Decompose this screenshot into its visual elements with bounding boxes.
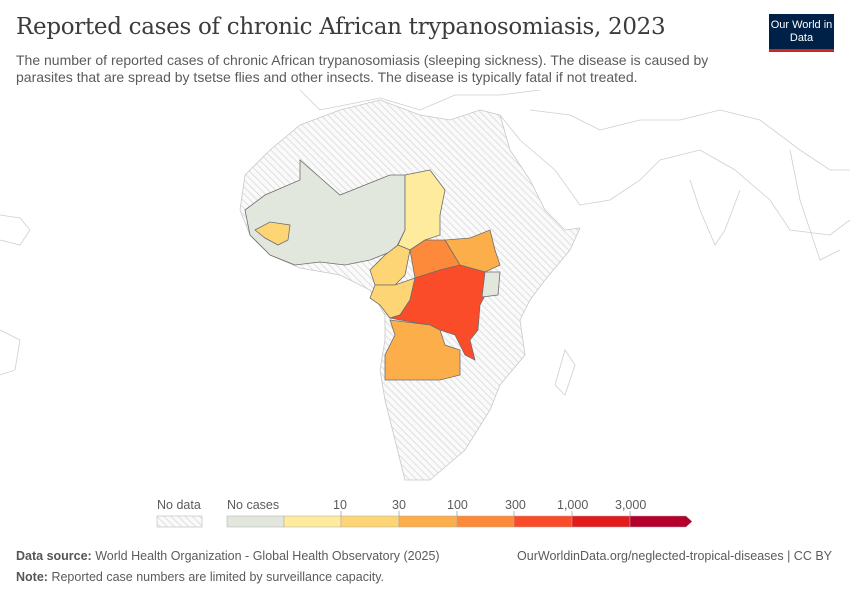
note-label: Note:: [16, 570, 48, 584]
country-angola[interactable]: [384, 319, 461, 381]
legend-swatch-10-30[interactable]: [340, 515, 400, 528]
legend-swatch-1000-3000[interactable]: [571, 515, 631, 528]
chart-subtitle: The number of reported cases of chronic …: [16, 52, 709, 85]
legend-tick-30: 30: [392, 498, 406, 512]
country-drc[interactable]: [389, 264, 493, 361]
legend-tick-1000: 1,000: [557, 498, 589, 512]
legend-tick-3000: 3,000: [615, 498, 647, 512]
legend-swatch-no-data[interactable]: [156, 515, 203, 528]
data-source: Data source: World Health Organization -…: [16, 549, 440, 563]
note-text: Reported case numbers are limited by sur…: [51, 570, 384, 584]
legend-swatch-300-1000[interactable]: [513, 515, 573, 528]
legend-tick-10: 10: [333, 498, 347, 512]
legend-swatch-3000-plus[interactable]: [629, 515, 693, 528]
note: Note: Reported case numbers are limited …: [16, 570, 384, 584]
legend-no-cases-label: No cases: [227, 498, 280, 512]
legend-color-scale: [156, 511, 693, 528]
choropleth-map[interactable]: [0, 90, 850, 490]
legend-swatch-no-cases[interactable]: [226, 515, 285, 528]
legend-tick-300: 300: [505, 498, 526, 512]
country-chad[interactable]: [397, 169, 446, 251]
source-text: World Health Organization - Global Healt…: [95, 549, 440, 563]
legend-swatch-0-10[interactable]: [283, 515, 342, 528]
legend-swatch-30-100[interactable]: [398, 515, 458, 528]
legend-tick-100: 100: [447, 498, 468, 512]
country-uganda[interactable]: [481, 271, 501, 298]
owid-logo[interactable]: Our World in Data: [769, 14, 834, 52]
legend-swatch-100-300[interactable]: [456, 515, 515, 528]
world-outlines: [0, 90, 850, 396]
country-guinea[interactable]: [254, 221, 291, 246]
source-label: Data source:: [16, 549, 92, 563]
chart-title: Reported cases of chronic African trypan…: [16, 14, 666, 40]
source-url-link[interactable]: OurWorldinData.org/neglected-tropical-di…: [517, 549, 832, 563]
legend-no-data-label: No data: [157, 498, 201, 512]
